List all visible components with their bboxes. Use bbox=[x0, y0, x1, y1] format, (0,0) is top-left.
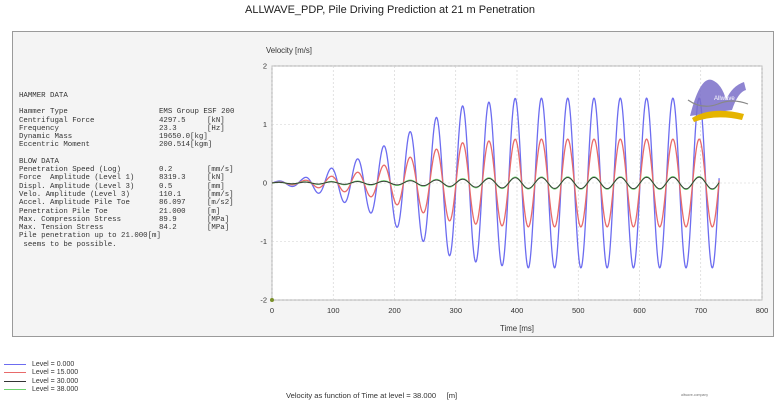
footer-note: allwave-company bbox=[681, 393, 709, 397]
x-tick-label: 300 bbox=[449, 306, 462, 315]
x-tick-label: 700 bbox=[694, 306, 707, 315]
hammer-data-label: Hammer Type bbox=[19, 108, 68, 117]
legend-label: Level = 0.000 bbox=[32, 360, 75, 368]
blow-data-unit: [mm/s] bbox=[207, 166, 234, 175]
blow-data-label: Penetration Speed (Log) bbox=[19, 166, 122, 175]
blow-data-label: Max. Tension Stress bbox=[19, 224, 104, 233]
data-panel: HAMMER DATA Hammer Type EMS Group ESF 200… bbox=[19, 92, 247, 249]
blow-data-label: Accel. Amplitude Pile Toe bbox=[19, 199, 130, 208]
hammer-data-table: Hammer Type EMS Group ESF 200 Centrifugal … bbox=[19, 108, 247, 149]
legend-label: Level = 30.000 bbox=[32, 377, 79, 385]
x-tick-label: 100 bbox=[327, 306, 340, 315]
blow-data-unit: [mm] bbox=[207, 182, 225, 191]
hammer-data-label: Dynamic Mass bbox=[19, 133, 73, 142]
legend-swatch bbox=[4, 380, 26, 382]
hammer-data-value: 23.3 bbox=[159, 124, 177, 133]
blow-data-row: Max. Tension Stress 84.2 [MPa] bbox=[19, 224, 247, 232]
hammer-data-label: Frequency bbox=[19, 124, 59, 133]
hammer-data-row: Frequency 23.3 [Hz] bbox=[19, 125, 247, 133]
hammer-data-heading: HAMMER DATA bbox=[19, 92, 68, 100]
blow-note-line1: Pile penetration up to 21.000[m] bbox=[19, 232, 161, 241]
blow-data-unit: [mm/s] bbox=[207, 190, 234, 199]
blow-data-row: Penetration Pile Toe 21.000 [m] bbox=[19, 208, 247, 216]
blow-data-unit: [MPa] bbox=[207, 224, 230, 233]
blow-data-row: Penetration Speed (Log) 0.2 [mm/s] bbox=[19, 166, 247, 174]
blow-data-label: Max. Compression Stress bbox=[19, 215, 122, 224]
y-axis-label: Velocity [m/s] bbox=[266, 46, 312, 55]
x-tick-label: 500 bbox=[572, 306, 585, 315]
legend-swatch bbox=[4, 372, 26, 374]
blow-note-line2: seems to be possible. bbox=[19, 240, 117, 249]
legend-swatch bbox=[4, 389, 26, 391]
blow-data-row: Max. Compression Stress 89.9 [MPa] bbox=[19, 216, 247, 224]
blow-data-label: Velo. Amplitude (Level 3) bbox=[19, 190, 130, 199]
legend-label: Level = 15.000 bbox=[32, 369, 79, 377]
chart-caption: Velocity as function of Time at level = … bbox=[286, 391, 458, 400]
blow-data-label: Displ. Amplitude (Level 3) bbox=[19, 182, 135, 191]
page-title: ALLWAVE_PDP, Pile Driving Prediction at … bbox=[244, 4, 535, 16]
blow-data-row: Displ. Amplitude (Level 3) 0.5 [mm] bbox=[19, 183, 247, 191]
hammer-data-row: Centrifugal Force 4297.5 [kN] bbox=[19, 117, 247, 125]
hammer-data-value: 19650.0[kg] bbox=[159, 133, 208, 142]
y-tick-label: -1 bbox=[260, 237, 267, 246]
hammer-data-label: Centrifugal Force bbox=[19, 116, 95, 125]
origin-marker bbox=[270, 298, 274, 302]
blow-data-unit: [kN] bbox=[207, 174, 225, 183]
x-tick-label: 400 bbox=[511, 306, 524, 315]
blow-data-value: 8319.3 bbox=[159, 174, 186, 183]
blow-data-unit: [MPa] bbox=[207, 215, 230, 224]
blow-data-row: Velo. Amplitude (Level 3) 110.1 [mm/s] bbox=[19, 191, 247, 199]
legend-item: Level = 30.000 bbox=[4, 377, 78, 386]
series-line bbox=[271, 176, 720, 190]
y-tick-label: 2 bbox=[263, 62, 267, 71]
blow-data-value: 89.9 bbox=[159, 215, 177, 224]
blow-data-value: 84.2 bbox=[159, 224, 177, 233]
logo-text: Allwave bbox=[714, 96, 735, 102]
x-axis-label: Time [ms] bbox=[500, 324, 534, 333]
blow-data-table: Penetration Speed (Log) 0.2 [mm/s] Force Am… bbox=[19, 166, 247, 232]
x-tick-label: 200 bbox=[388, 306, 401, 315]
legend-swatch bbox=[4, 363, 26, 365]
blow-data-unit: [m/s2] bbox=[207, 199, 234, 208]
hammer-data-unit: [kN] bbox=[207, 116, 225, 125]
legend-label: Level = 38.000 bbox=[32, 386, 79, 394]
y-tick-label: 0 bbox=[263, 179, 267, 188]
y-tick-label: -2 bbox=[260, 296, 267, 305]
blow-data-value: 110.1 bbox=[159, 190, 182, 199]
blow-data-value: 0.5 bbox=[159, 182, 173, 191]
hammer-data-label: Eccentric Moment bbox=[19, 141, 90, 150]
hammer-data-unit: [Hz] bbox=[207, 124, 225, 133]
blow-data-row: Accel. Amplitude Pile Toe 86.097 [m/s2] bbox=[19, 199, 247, 207]
hammer-data-row: Eccentric Moment 200.514[kgm] bbox=[19, 141, 247, 149]
legend-item: Level = 15.000 bbox=[4, 369, 78, 378]
blow-data-value: 86.097 bbox=[159, 199, 186, 208]
x-tick-label: 0 bbox=[270, 306, 274, 315]
blow-data-label: Penetration Pile Toe bbox=[19, 207, 108, 216]
blow-data-unit: [m] bbox=[207, 207, 221, 216]
series-line bbox=[271, 138, 720, 228]
hammer-data-row: Hammer Type EMS Group ESF 200 bbox=[19, 108, 247, 116]
hammer-data-row: Dynamic Mass 19650.0[kg] bbox=[19, 133, 247, 141]
blow-data-heading: BLOW DATA bbox=[19, 157, 59, 166]
allwave-logo: Allwave bbox=[687, 79, 749, 122]
y-tick-label: 1 bbox=[263, 120, 267, 129]
legend-item: Level = 0.000 bbox=[4, 360, 78, 369]
blow-data-label: Force Amplitude (Level 1) bbox=[19, 174, 135, 183]
hammer-data-value: 4297.5 bbox=[159, 116, 186, 125]
x-tick-label: 800 bbox=[756, 306, 769, 315]
blow-data-value: 0.2 bbox=[159, 166, 173, 175]
legend: Level = 0.000 Level = 15.000 Level = 30.00… bbox=[4, 360, 78, 394]
legend-item: Level = 38.000 bbox=[4, 386, 78, 395]
blow-data-value: 21.000 bbox=[159, 207, 186, 216]
hammer-data-value: 200.514[kgm] bbox=[159, 141, 213, 150]
x-tick-label: 600 bbox=[633, 306, 646, 315]
blow-data-row: Force Amplitude (Level 1) 8319.3 [kN] bbox=[19, 174, 247, 182]
